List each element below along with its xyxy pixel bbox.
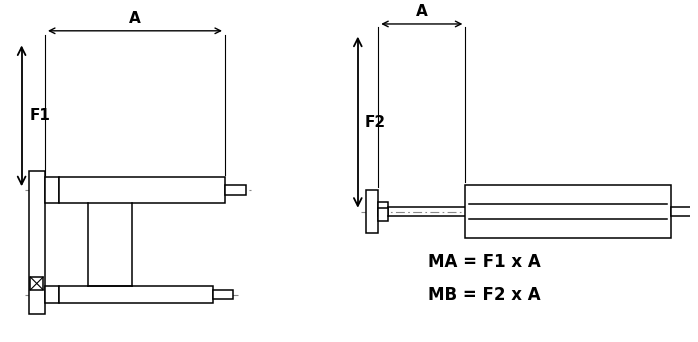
Bar (378, 202, 388, 215)
Bar (378, 208, 388, 221)
Bar (692, 208, 698, 215)
Text: MA = F1 x A: MA = F1 x A (428, 253, 541, 272)
Text: F2: F2 (364, 115, 386, 130)
Bar (29, 171, 45, 314)
Bar (45, 177, 59, 203)
Bar (59, 286, 213, 303)
Bar (59, 177, 225, 203)
Text: MB = F2 x A: MB = F2 x A (428, 286, 541, 304)
Bar (366, 190, 378, 233)
Bar (225, 185, 246, 195)
Bar (213, 290, 232, 299)
Bar (45, 286, 59, 303)
Bar (31, 277, 43, 290)
Text: F1: F1 (29, 108, 50, 123)
Text: A: A (129, 11, 141, 26)
Bar (466, 185, 671, 238)
Bar (671, 207, 692, 216)
Text: A: A (416, 4, 428, 19)
